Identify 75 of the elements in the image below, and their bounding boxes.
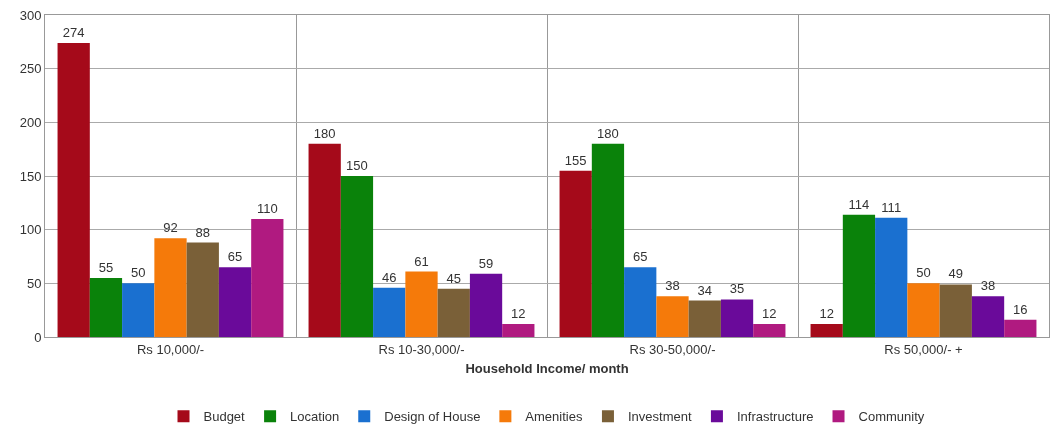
- x-axis-title: Household Income/ month: [465, 361, 629, 377]
- bar: [688, 300, 721, 337]
- data-label: 61: [414, 253, 429, 269]
- bar: [842, 214, 876, 337]
- y-tick-label: 300: [19, 7, 42, 23]
- data-label: 150: [346, 158, 368, 173]
- data-label: 180: [313, 125, 336, 141]
- data-label: 12: [762, 306, 777, 322]
- bar: [469, 273, 503, 337]
- bar: [656, 296, 689, 337]
- bar: [308, 143, 341, 337]
- bar: [559, 170, 592, 337]
- legend-label: Location: [290, 409, 340, 425]
- data-label: 65: [227, 249, 243, 265]
- data-label: 110: [256, 200, 278, 216]
- data-label: 92: [163, 220, 178, 236]
- bar: [907, 283, 940, 337]
- data-label: 65: [632, 249, 648, 265]
- data-label: 88: [195, 224, 211, 240]
- data-label: 38: [665, 278, 680, 294]
- bar: [720, 299, 754, 337]
- bar: [875, 217, 908, 337]
- legend-label: Design of House: [384, 409, 481, 425]
- bar: [810, 324, 843, 337]
- bar: [591, 143, 625, 337]
- bar: [57, 42, 90, 337]
- data-label: 59: [478, 255, 494, 271]
- data-label: 12: [511, 306, 526, 322]
- data-label: 16: [1013, 301, 1028, 317]
- data-label: 180: [597, 125, 619, 141]
- bar: [624, 267, 657, 337]
- bar: [405, 271, 438, 337]
- data-label: 274: [62, 24, 85, 40]
- y-tick-label: 0: [34, 329, 42, 345]
- bar: [502, 324, 535, 337]
- legend-label: Amenities: [525, 409, 583, 425]
- y-tick-label: 50: [26, 275, 42, 291]
- data-label: 46: [381, 269, 397, 285]
- bar: [218, 267, 252, 337]
- bar: [753, 324, 786, 337]
- data-label: 49: [948, 266, 964, 282]
- bar: [437, 288, 470, 337]
- data-label: 45: [446, 270, 462, 286]
- data-label: 55: [98, 259, 114, 275]
- data-label: 38: [980, 278, 996, 294]
- legend-label: Community: [858, 409, 925, 425]
- legend-label: Investment: [627, 409, 692, 425]
- data-label: 35: [729, 281, 745, 297]
- data-label: 50: [916, 265, 931, 281]
- bar: [971, 296, 1005, 337]
- bar: [154, 238, 187, 337]
- x-tick-label: Rs 50,000/- +: [884, 341, 963, 357]
- bar: [373, 287, 406, 337]
- bar: [122, 283, 155, 337]
- data-label: 155: [564, 152, 587, 168]
- bar: [251, 218, 284, 337]
- y-tick-label: 150: [19, 168, 42, 184]
- y-tick-label: 200: [19, 114, 42, 130]
- bar: [340, 176, 374, 337]
- data-label: 114: [848, 196, 870, 212]
- bar: [89, 277, 123, 337]
- bar: [939, 284, 972, 337]
- legend-label: Infrastructure: [736, 409, 814, 425]
- y-tick-label: 250: [19, 61, 42, 77]
- legend-label: Budget: [203, 409, 246, 425]
- bar: [186, 242, 219, 337]
- bar: [1004, 319, 1037, 337]
- data-label: 111: [881, 199, 902, 215]
- data-label: 12: [819, 306, 834, 322]
- y-tick-label: 100: [19, 222, 42, 238]
- x-tick-label: Rs 10-30,000/-: [378, 341, 465, 357]
- x-tick-label: Rs 30-50,000/-: [629, 341, 716, 357]
- data-label: 34: [697, 282, 713, 298]
- data-label: 50: [130, 265, 146, 281]
- x-tick-label: Rs 10,000/-: [136, 341, 205, 357]
